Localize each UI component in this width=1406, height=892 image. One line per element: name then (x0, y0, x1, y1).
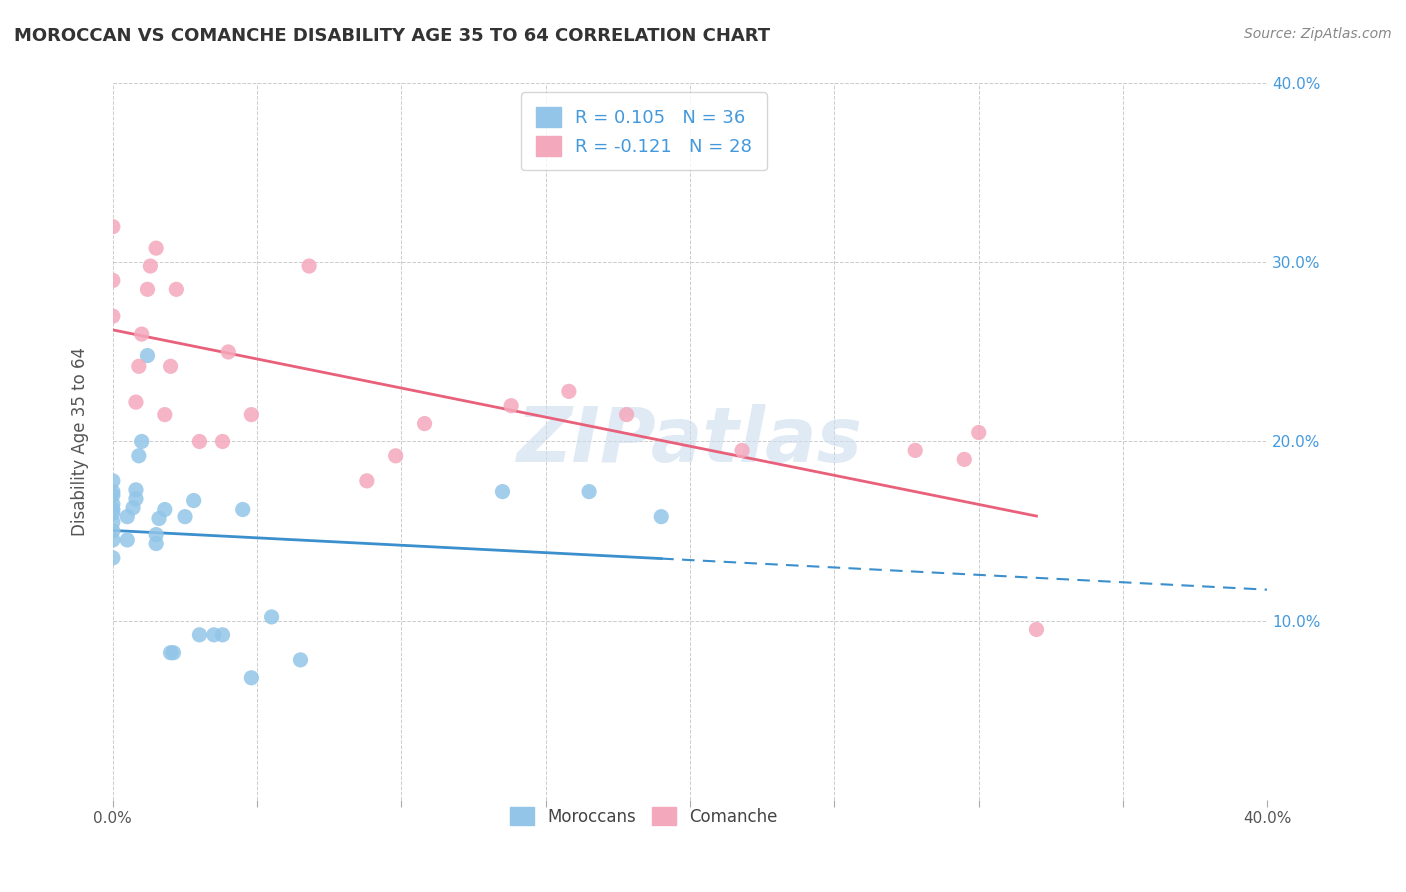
Point (139, 259, 162, 273)
Point (153, 502, 176, 516)
Point (101, 488, 124, 502)
Point (101, 533, 124, 547)
Point (145, 536, 167, 550)
Legend: Moroccans, Comanche: Moroccans, Comanche (502, 799, 786, 834)
Point (616, 408, 638, 422)
Point (125, 395, 148, 409)
Point (558, 384, 581, 399)
Point (148, 511, 170, 525)
Point (128, 449, 150, 463)
Point (1025, 623, 1047, 637)
Point (159, 359, 181, 374)
Point (117, 533, 139, 547)
Point (232, 502, 254, 516)
Point (217, 345, 239, 359)
Point (188, 628, 211, 642)
Point (101, 515, 124, 529)
Point (174, 509, 197, 524)
Point (165, 282, 187, 296)
Point (501, 399, 523, 413)
Point (491, 484, 513, 499)
Point (101, 524, 124, 538)
Point (131, 434, 153, 449)
Point (384, 449, 406, 463)
Point (101, 219, 124, 234)
Point (101, 550, 124, 565)
Point (122, 500, 145, 515)
Point (188, 434, 211, 449)
Point (260, 610, 283, 624)
Point (240, 671, 263, 685)
Point (145, 527, 167, 541)
Point (159, 646, 181, 660)
Point (125, 483, 148, 497)
Point (578, 484, 600, 499)
Point (153, 408, 176, 422)
Text: ZIPatlas: ZIPatlas (517, 404, 863, 478)
Point (101, 502, 124, 516)
Text: Source: ZipAtlas.com: Source: ZipAtlas.com (1244, 27, 1392, 41)
Point (183, 493, 205, 508)
Point (101, 309, 124, 323)
Point (101, 497, 124, 511)
Point (290, 653, 312, 667)
Point (967, 425, 990, 440)
Point (145, 241, 167, 255)
Point (136, 282, 159, 296)
Point (131, 327, 153, 342)
Point (413, 417, 436, 431)
Point (211, 628, 233, 642)
Point (211, 434, 233, 449)
Point (650, 509, 672, 524)
Point (101, 484, 124, 499)
Y-axis label: Disability Age 35 to 64: Disability Age 35 to 64 (72, 347, 89, 536)
Point (202, 628, 225, 642)
Point (136, 349, 159, 363)
Point (240, 408, 263, 422)
Point (101, 506, 124, 520)
Point (162, 646, 184, 660)
Point (117, 509, 139, 524)
Point (128, 359, 150, 374)
Point (101, 273, 124, 287)
Point (101, 474, 124, 488)
Text: MOROCCAN VS COMANCHE DISABILITY AGE 35 TO 64 CORRELATION CHART: MOROCCAN VS COMANCHE DISABILITY AGE 35 T… (14, 27, 770, 45)
Point (953, 452, 976, 467)
Point (125, 491, 148, 506)
Point (904, 443, 927, 458)
Point (356, 474, 378, 488)
Point (731, 443, 754, 458)
Point (298, 259, 321, 273)
